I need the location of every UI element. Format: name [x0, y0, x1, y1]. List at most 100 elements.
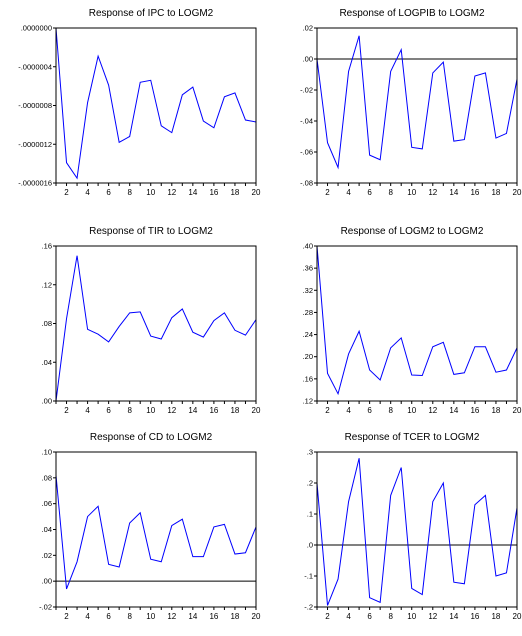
x-tick-label: 4	[346, 188, 351, 197]
y-tick-label: .16	[303, 374, 313, 383]
series-line	[316, 35, 518, 170]
y-tick-label: .02	[303, 24, 313, 33]
plot-frame	[55, 27, 257, 184]
x-tick-label: 12	[167, 612, 176, 621]
y-tick-label: -.04	[300, 117, 313, 126]
chart-panel-cd: Response of CD to LOGM2 .10 .08 .06 .04 .02.…	[0, 424, 261, 636]
plot-frame	[316, 27, 518, 184]
x-tick-label: 12	[167, 406, 176, 415]
y-tick-label: .3	[307, 448, 313, 457]
x-tick-label: 8	[388, 188, 393, 197]
y-tick-label: .12	[303, 397, 313, 406]
series-line	[55, 255, 257, 402]
x-tick-label: 6	[106, 612, 111, 621]
series-line	[55, 475, 257, 590]
x-tick-label: 8	[127, 406, 132, 415]
x-tick-label: 4	[85, 188, 90, 197]
y-tick-label: .2	[307, 479, 313, 488]
x-tick-label: 20	[252, 406, 261, 415]
x-tick-label: 20	[513, 406, 522, 415]
chart-svg-ipc: .0000000 -.0000004 -.0000008 -.0000012 -.000…	[18, 24, 261, 198]
chart-svg-tir: .16 .12 .08 .04 .00 2 4 6 8 10 12 14 16 18 20	[42, 242, 261, 416]
x-tick-label: 18	[230, 406, 239, 415]
chart-panel-tir: Response of TIR to LOGM2 .16 .12 .08 .04 .00…	[0, 218, 261, 430]
y-tick-label: .08	[42, 319, 52, 328]
x-tick-label: 2	[64, 188, 69, 197]
y-tick-label: -.0000012	[18, 140, 52, 149]
x-tick-label: 20	[252, 188, 261, 197]
x-tick-label: 20	[513, 612, 522, 621]
x-tick-label: 20	[252, 612, 261, 621]
x-tick-label: 10	[407, 612, 416, 621]
y-tick-label: .0000000	[21, 24, 52, 33]
y-tick-label: .10	[42, 448, 52, 457]
chart-title: Response of LOGPIB to LOGM2	[339, 8, 485, 19]
x-tick-label: 18	[491, 612, 500, 621]
x-tick-label: 8	[388, 406, 393, 415]
x-tick-label: 6	[106, 188, 111, 197]
x-tick-label: 14	[449, 406, 458, 415]
plot-frame	[316, 245, 518, 402]
x-tick-label: 4	[346, 612, 351, 621]
x-tick-label: 10	[146, 406, 155, 415]
y-tick-label: .08	[42, 473, 52, 482]
x-tick-label: 16	[470, 406, 479, 415]
y-tick-label: .40	[303, 242, 313, 251]
y-tick-label: -.06	[300, 148, 313, 157]
x-tick-label: 14	[188, 406, 197, 415]
x-tick-label: 4	[85, 612, 90, 621]
y-tick-label: .00	[42, 397, 52, 406]
x-tick-label: 2	[64, 406, 69, 415]
x-tick-label: 2	[325, 406, 330, 415]
x-tick-label: 18	[230, 612, 239, 621]
y-tick-label: .00	[303, 55, 313, 64]
x-tick-label: 2	[64, 612, 69, 621]
x-tick-label: 12	[428, 406, 437, 415]
x-tick-label: 12	[428, 612, 437, 621]
plot-frame	[55, 451, 257, 608]
chart-svg-logpib: .02 .00 -.02 -.04 -.06 -.08 2 4 6 8 10 12 14 16 18 20	[300, 24, 522, 198]
x-tick-label: 12	[428, 188, 437, 197]
x-tick-label: 18	[491, 188, 500, 197]
x-tick-label: 14	[449, 188, 458, 197]
series-line	[316, 245, 518, 396]
x-tick-label: 8	[388, 612, 393, 621]
y-tick-label: .00	[42, 577, 52, 586]
y-tick-label: .0	[307, 541, 313, 550]
x-tick-label: 8	[127, 612, 132, 621]
chart-panel-logpib: Response of LOGPIB to LOGM2 .02 .00 -.02 -.…	[261, 0, 522, 212]
x-tick-label: 2	[325, 188, 330, 197]
chart-panel-ipc: Response of IPC to LOGM2 .0000000 -.00000…	[0, 0, 261, 212]
y-tick-label: -.2	[304, 603, 313, 612]
y-tick-label: .02	[42, 551, 52, 560]
y-tick-label: -.02	[39, 603, 52, 612]
y-tick-label: -.1	[304, 572, 313, 581]
x-tick-label: 16	[470, 612, 479, 621]
chart-title: Response of IPC to LOGM2	[88, 8, 214, 19]
y-tick-label: .28	[303, 308, 313, 317]
y-tick-label: .04	[42, 358, 52, 367]
chart-svg-tcer: .3 .2 .1 .0 -.1 -.2 2 4 6 8 10 12 14 16 18 20	[304, 448, 522, 622]
x-tick-label: 10	[146, 612, 155, 621]
chart-title: Response of LOGM2 to LOGM2	[340, 226, 484, 237]
chart-panel-tcer: Response of TCER to LOGM2 .3 .2 .1 .0 -.1 -.2…	[261, 424, 522, 636]
x-tick-label: 6	[367, 406, 372, 415]
x-tick-label: 6	[367, 188, 372, 197]
y-tick-label: .20	[303, 352, 313, 361]
y-tick-label: .32	[303, 286, 313, 295]
x-tick-label: 16	[209, 406, 218, 415]
y-tick-label: -.0000004	[18, 62, 52, 71]
y-tick-label: -.08	[300, 179, 313, 188]
x-tick-label: 6	[106, 406, 111, 415]
y-tick-label: -.0000016	[18, 179, 52, 188]
x-tick-label: 14	[188, 612, 197, 621]
plot-frame	[316, 451, 518, 608]
series-line	[316, 458, 518, 606]
x-tick-label: 18	[491, 406, 500, 415]
y-tick-label: .04	[42, 525, 52, 534]
x-tick-label: 14	[188, 188, 197, 197]
x-tick-label: 8	[127, 188, 132, 197]
y-tick-label: -.02	[300, 86, 313, 95]
x-tick-label: 6	[367, 612, 372, 621]
chart-title: Response of TIR to LOGM2	[89, 226, 213, 237]
